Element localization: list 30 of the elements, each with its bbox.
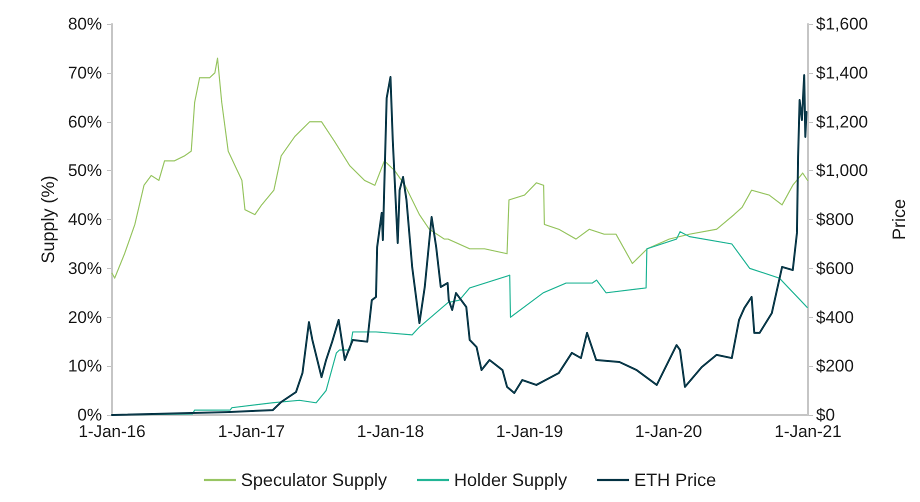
y-tick-label: 50% bbox=[68, 161, 102, 180]
y-axis-title: Supply (%) bbox=[38, 175, 58, 264]
x-tick-label: 1-Jan-18 bbox=[356, 422, 424, 441]
y-tick-label: 80% bbox=[68, 14, 102, 34]
y-tick-label: 40% bbox=[68, 210, 102, 229]
y2-tick-label: $1,400 bbox=[816, 63, 868, 82]
x-tick-label: 1-Jan-20 bbox=[635, 422, 702, 441]
y2-tick-label: $800 bbox=[816, 210, 854, 229]
x-tick-label: 1-Jan-17 bbox=[218, 422, 285, 441]
y-tick-label: 70% bbox=[68, 63, 102, 82]
legend-label: ETH Price bbox=[634, 470, 716, 490]
y2-tick-label: $600 bbox=[816, 258, 854, 278]
y2-tick-label: $200 bbox=[816, 356, 854, 376]
y2-tick-label: $1,200 bbox=[816, 112, 868, 132]
x-tick-label: 1-Jan-19 bbox=[496, 422, 564, 441]
y2-tick-label: $400 bbox=[816, 308, 854, 327]
x-tick-label: 1-Jan-16 bbox=[78, 422, 146, 441]
y-tick-label: 60% bbox=[68, 112, 102, 132]
line-series bbox=[111, 58, 808, 279]
legend-label: Holder Supply bbox=[454, 470, 568, 490]
y2-tick-label: $1,600 bbox=[816, 14, 868, 34]
y-tick-label: 20% bbox=[68, 308, 102, 327]
x-tick-label: 1-Jan-21 bbox=[774, 422, 842, 441]
y-tick-label: 10% bbox=[68, 356, 102, 376]
y2-tick-label: $0 bbox=[816, 406, 835, 424]
y-tick-label: 0% bbox=[77, 406, 102, 424]
y-tick-label: 30% bbox=[68, 258, 102, 278]
legend-label: Speculator Supply bbox=[240, 470, 388, 490]
y2-tick-label: $1,000 bbox=[816, 161, 868, 180]
y2-axis-title: Price bbox=[889, 198, 909, 240]
